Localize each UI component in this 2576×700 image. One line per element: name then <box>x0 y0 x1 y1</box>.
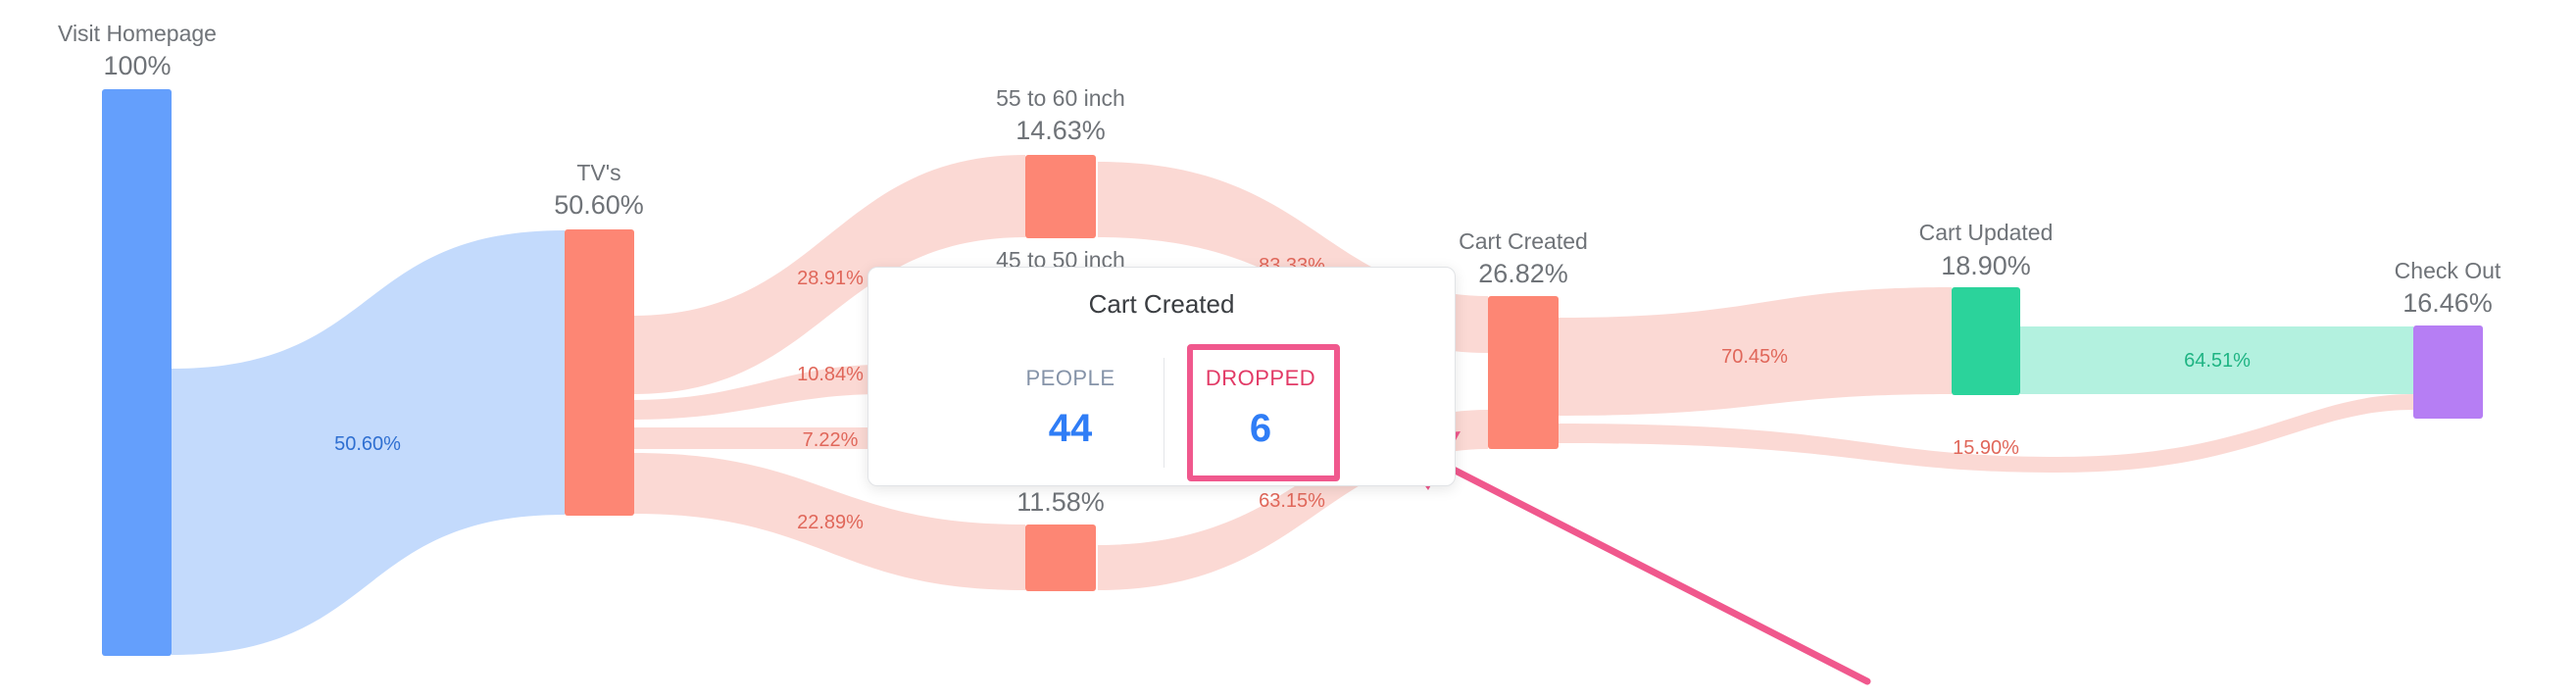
node-pct-check-out: 16.46% <box>2403 288 2493 318</box>
node-lower[interactable] <box>1025 525 1096 591</box>
link-label-tvs-mid-b: 7.22% <box>803 429 859 451</box>
link-label-lower-cart: 63.15% <box>1259 490 1325 512</box>
node-tvs[interactable] <box>565 229 634 516</box>
link-label-cart-updated: 70.45% <box>1721 346 1788 368</box>
dropped-highlight-box <box>1187 344 1340 481</box>
node-label-cart-created: Cart Created <box>1459 228 1588 254</box>
node-label-check-out: Check Out <box>2395 258 2502 283</box>
flow-home-to-tvs[interactable] <box>172 230 565 655</box>
node-label-visit-homepage: Visit Homepage <box>58 21 217 46</box>
flow-cart-created-to-check-out[interactable] <box>1559 394 2413 473</box>
flow-cart-updated-to-check-out[interactable] <box>2020 326 2413 394</box>
node-visit-homepage[interactable] <box>102 89 172 656</box>
tooltip-people-label: PEOPLE <box>1025 366 1115 390</box>
node-cart-created[interactable] <box>1488 296 1559 449</box>
link-label-tvs-lower: 22.89% <box>797 512 864 533</box>
flow-cart-created-to-cart-updated[interactable] <box>1559 287 1952 416</box>
flow-tvs-to-lower[interactable] <box>633 453 1025 590</box>
link-label-updated-checkout: 64.51% <box>2184 350 2251 372</box>
tooltip-people-value: 44 <box>1048 407 1093 450</box>
node-label-55-60-inch: 55 to 60 inch <box>996 85 1125 111</box>
link-label-cart-checkout: 15.90% <box>1953 437 2019 459</box>
annotation-arrow <box>1390 431 1871 685</box>
flow-tvs-to-55-60[interactable] <box>633 155 1025 394</box>
node-55-60-inch[interactable] <box>1025 155 1096 238</box>
node-label-cart-updated: Cart Updated <box>1919 220 2054 245</box>
flow-tvs-to-mid-b[interactable] <box>633 427 882 449</box>
link-label-tvs-mid-a: 10.84% <box>797 364 864 385</box>
node-pct-lower: 11.58% <box>1016 487 1105 517</box>
tooltip-people-stat: PEOPLE 44 <box>992 366 1149 451</box>
link-label-home-tvs: 50.60% <box>334 433 401 455</box>
node-cart-updated[interactable] <box>1952 287 2020 395</box>
link-label-tvs-55-60: 28.91% <box>797 268 864 289</box>
flow-tvs-to-mid-a[interactable] <box>633 365 882 420</box>
node-pct-tvs: 50.60% <box>554 190 644 220</box>
tooltip-dropped-label: DROPPED <box>1205 366 1316 390</box>
node-pct-55-60-inch: 14.63% <box>1016 116 1106 145</box>
node-pct-cart-created: 26.82% <box>1478 259 1568 288</box>
node-label-tvs: TV's <box>576 160 620 185</box>
node-pct-visit-homepage: 100% <box>103 51 171 80</box>
node-tooltip: Cart Created PEOPLE 44 DROPPED 6 <box>867 267 1456 486</box>
tooltip-dropped-stat: DROPPED 6 <box>1182 366 1339 451</box>
tooltip-dropped-value: 6 <box>1249 407 1272 450</box>
node-pct-cart-updated: 18.90% <box>1941 251 2031 280</box>
tooltip-title: Cart Created <box>1088 289 1235 319</box>
node-check-out[interactable] <box>2413 325 2483 419</box>
